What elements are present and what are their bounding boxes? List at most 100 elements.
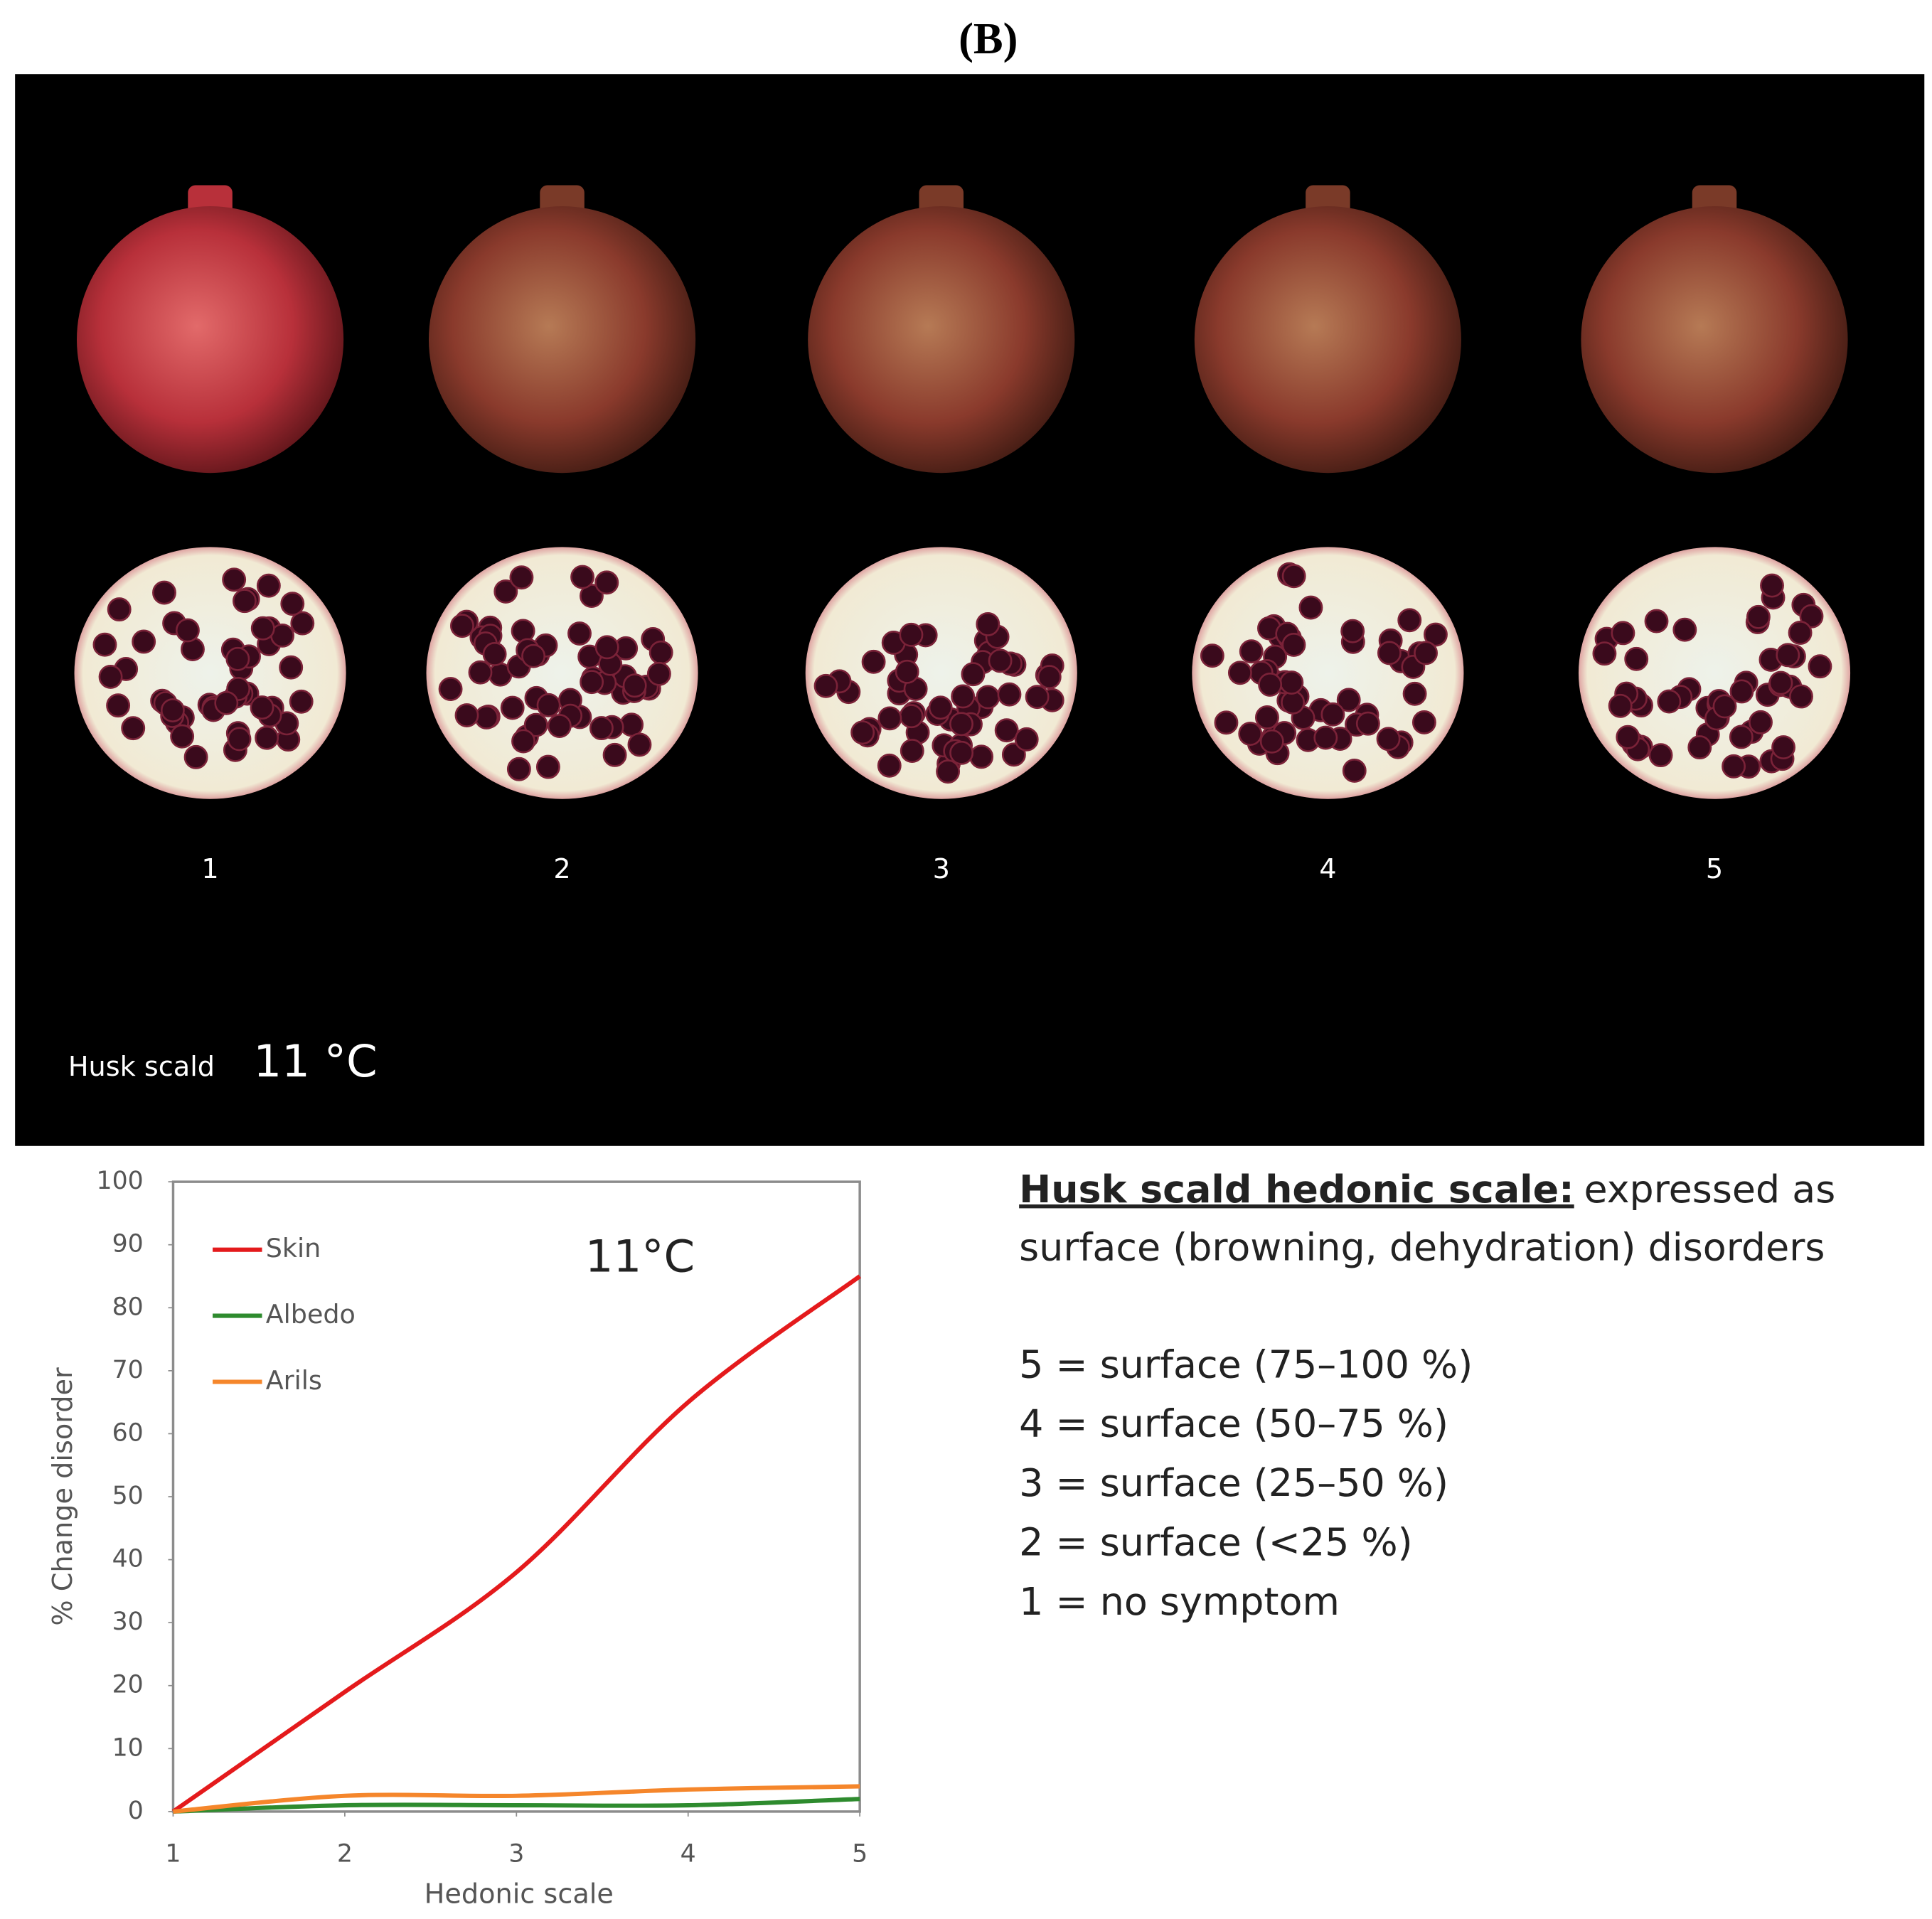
aril bbox=[493, 579, 518, 604]
y-tick-label: 10 bbox=[112, 1733, 144, 1762]
aril bbox=[1592, 641, 1617, 666]
aril bbox=[227, 727, 252, 752]
series-line bbox=[173, 1797, 860, 1814]
aril bbox=[1340, 619, 1365, 643]
legend-label: Albedo bbox=[266, 1299, 356, 1330]
aril bbox=[1771, 735, 1795, 759]
aril bbox=[255, 725, 279, 750]
aril bbox=[899, 622, 924, 647]
aril bbox=[969, 744, 994, 769]
aril bbox=[861, 649, 886, 674]
aril bbox=[1376, 727, 1401, 752]
x-tick-label: 2 bbox=[337, 1840, 353, 1869]
aril bbox=[521, 643, 546, 668]
aril bbox=[107, 597, 132, 622]
aril bbox=[106, 693, 131, 718]
scale-heading-bold: Husk scald hedonic scale: bbox=[1019, 1167, 1574, 1212]
aril bbox=[1281, 690, 1306, 715]
plot-frame bbox=[171, 1180, 861, 1813]
aril bbox=[250, 695, 274, 720]
aril bbox=[899, 704, 924, 729]
x-tick-label: 1 bbox=[165, 1840, 181, 1869]
aril bbox=[454, 703, 479, 727]
aril bbox=[1336, 688, 1361, 712]
aril bbox=[951, 684, 976, 709]
scale-description: expressed as bbox=[1584, 1167, 1836, 1212]
whole-fruit bbox=[76, 206, 344, 474]
aril bbox=[988, 648, 1013, 673]
aril bbox=[468, 660, 493, 685]
aril bbox=[627, 732, 652, 757]
aril bbox=[1789, 684, 1813, 709]
aril bbox=[813, 673, 838, 698]
aril bbox=[152, 580, 176, 605]
aril bbox=[877, 753, 902, 778]
aril bbox=[535, 754, 560, 779]
aril bbox=[1722, 754, 1746, 779]
y-tick-label: 20 bbox=[112, 1671, 144, 1699]
chart-annotation: 11°C bbox=[585, 1231, 695, 1283]
whole-fruit bbox=[808, 206, 1075, 474]
y-tick-label: 60 bbox=[112, 1418, 144, 1447]
aril bbox=[949, 712, 973, 737]
aril bbox=[580, 670, 604, 695]
aril bbox=[536, 693, 561, 717]
aril bbox=[594, 570, 619, 595]
aril bbox=[121, 716, 146, 741]
aril bbox=[1788, 621, 1813, 645]
aril bbox=[1355, 711, 1380, 736]
aril bbox=[92, 632, 117, 657]
whole-fruit bbox=[1581, 206, 1848, 474]
aril bbox=[250, 616, 275, 641]
series-line bbox=[173, 1784, 860, 1814]
photo-caption: Husk scald bbox=[68, 1052, 215, 1083]
aril bbox=[482, 642, 507, 666]
whole-fruit bbox=[1194, 206, 1461, 474]
aril bbox=[900, 739, 924, 763]
aril bbox=[895, 659, 919, 684]
aril bbox=[1616, 725, 1640, 749]
aril bbox=[183, 744, 208, 769]
aril bbox=[1258, 672, 1283, 697]
scale-level: 5 = surface (75–100 %) bbox=[1019, 1342, 1473, 1386]
scale-level: 3 = surface (25–50 %) bbox=[1019, 1460, 1448, 1505]
aril bbox=[976, 611, 1000, 636]
aril bbox=[1259, 729, 1284, 754]
aril bbox=[1799, 604, 1824, 629]
scale-level: 4 = surface (50–75 %) bbox=[1019, 1401, 1448, 1446]
cut-fruit bbox=[1578, 547, 1851, 799]
legend-label: Skin bbox=[266, 1233, 321, 1263]
aril bbox=[511, 729, 535, 754]
aril bbox=[1776, 643, 1800, 668]
scale-heading: Husk scald hedonic scale: expressed as bbox=[1019, 1167, 1835, 1212]
aril bbox=[1377, 641, 1402, 665]
aril bbox=[1214, 710, 1239, 735]
aril bbox=[1001, 742, 1026, 767]
aril bbox=[1746, 604, 1771, 629]
aril bbox=[649, 640, 673, 665]
aril bbox=[1281, 564, 1306, 589]
aril bbox=[1227, 661, 1252, 685]
aril bbox=[877, 706, 902, 731]
aril bbox=[1298, 595, 1323, 620]
aril bbox=[1648, 743, 1673, 768]
aril bbox=[1254, 705, 1279, 729]
aril bbox=[170, 724, 195, 749]
x-tick-label: 5 bbox=[852, 1840, 868, 1869]
aril bbox=[1768, 670, 1793, 695]
fruit-label: 4 bbox=[1319, 854, 1336, 885]
scale-levels: 5 = surface (75–100 %) 4 = surface (50–75… bbox=[1019, 1342, 1473, 1623]
aril bbox=[622, 673, 647, 698]
x-tick-label: 3 bbox=[508, 1840, 524, 1869]
y-tick-label: 40 bbox=[112, 1545, 144, 1573]
aril bbox=[850, 720, 875, 745]
aril bbox=[936, 759, 961, 784]
scale-level: 2 = surface (<25 %) bbox=[1019, 1519, 1412, 1564]
whole-fruit bbox=[428, 206, 696, 474]
aril bbox=[1281, 632, 1306, 657]
x-tick-label: 4 bbox=[681, 1840, 696, 1869]
photo-temperature: 11 °C bbox=[253, 1035, 377, 1087]
y-axis-label: % Change disorder bbox=[48, 1367, 79, 1626]
aril bbox=[949, 740, 974, 765]
aril bbox=[961, 662, 986, 687]
